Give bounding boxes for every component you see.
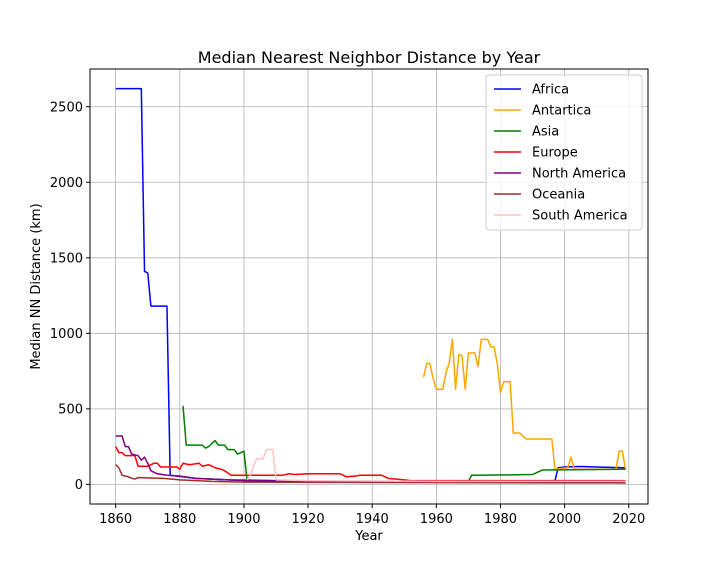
series-line-europe <box>114 446 626 482</box>
legend-frame <box>485 74 643 231</box>
x-tick-label: 1880 <box>163 512 196 527</box>
x-tick-label: 1980 <box>484 512 517 527</box>
y-axis-label: Median NN Distance (km) <box>29 203 44 369</box>
series-line-oceania <box>115 464 626 484</box>
chart-title: Median Nearest Neighbor Distance by Year <box>198 48 541 67</box>
x-tick-label: 1940 <box>356 512 389 527</box>
legend: Africa Antartica Asia Europe North America Oc… <box>485 74 643 231</box>
y-tick-label: 500 <box>58 402 83 417</box>
x-tick-label: 1900 <box>227 512 260 527</box>
series-line-asia <box>182 405 626 483</box>
series-line-antartica <box>422 338 627 471</box>
legend-label-europe: Europe <box>532 146 578 161</box>
x-tick-label: 1860 <box>99 512 132 527</box>
y-tick-label: 1500 <box>50 251 83 266</box>
plot-frame <box>89 68 649 505</box>
axis-ticks: 1860 1880 1900 1920 1940 1960 1980 2000 2020 0 500… <box>50 100 645 527</box>
legend-label-oceania: Oceania <box>532 188 585 203</box>
legend-label-antartica: Antartica <box>532 104 591 119</box>
x-axis-label: Year <box>354 529 383 544</box>
series-group <box>114 87 627 484</box>
legend-label-asia: Asia <box>532 125 559 140</box>
y-tick-label: 0 <box>75 478 83 493</box>
series-line-south-america <box>246 448 626 483</box>
legend-label-south-america: South America <box>532 209 628 224</box>
y-tick-label: 2500 <box>50 100 83 115</box>
legend-label-north-america: North America <box>532 167 626 182</box>
x-tick-label: 2020 <box>612 512 645 527</box>
legend-label-africa: Africa <box>532 83 569 98</box>
x-tick-label: 2000 <box>548 512 581 527</box>
y-tick-label: 1000 <box>50 327 83 342</box>
x-tick-label: 1960 <box>420 512 453 527</box>
x-tick-label: 1920 <box>292 512 325 527</box>
y-tick-label: 2000 <box>50 176 83 191</box>
